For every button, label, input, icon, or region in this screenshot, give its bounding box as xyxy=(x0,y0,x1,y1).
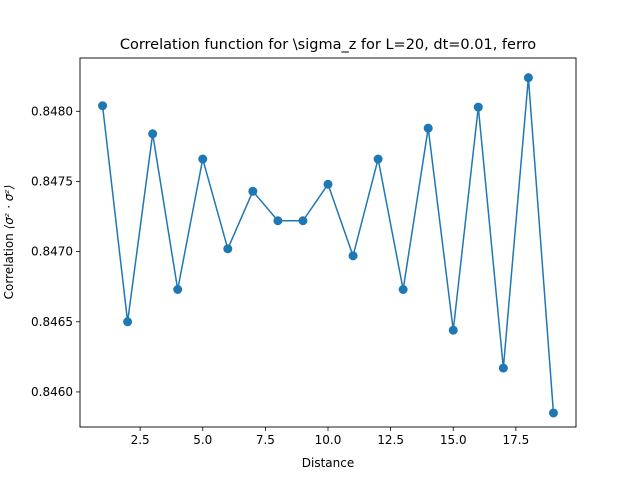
x-tick-label: 15.0 xyxy=(440,433,467,447)
data-point xyxy=(98,101,108,111)
data-point xyxy=(523,73,533,83)
plot-area xyxy=(98,73,558,418)
data-point xyxy=(548,408,558,418)
data-point xyxy=(498,363,508,373)
data-point xyxy=(348,251,358,261)
data-point xyxy=(473,102,483,112)
data-point xyxy=(448,325,458,335)
data-point xyxy=(398,285,408,294)
y-axis-label: Correlation ⟨σᶻ · σᶻ⟩ xyxy=(2,185,16,300)
x-tick-label: 17.5 xyxy=(503,433,530,447)
data-point xyxy=(323,179,333,189)
y-axis-label-math: ⟨σᶻ · σᶻ⟩ xyxy=(2,185,16,230)
data-point xyxy=(123,317,133,327)
x-axis-label: Distance xyxy=(302,456,354,470)
data-point xyxy=(173,285,183,294)
x-tick-label: 5.0 xyxy=(193,433,212,447)
data-point xyxy=(248,186,258,196)
x-tick-label: 10.0 xyxy=(315,433,342,447)
data-point xyxy=(373,154,383,164)
y-tick-label: 0.8465 xyxy=(31,315,73,329)
data-point xyxy=(423,123,433,133)
y-tick-label: 0.8470 xyxy=(31,245,73,259)
data-point xyxy=(148,129,158,139)
y-tick-label: 0.8460 xyxy=(31,385,73,399)
y-tick-label: 0.8480 xyxy=(31,104,73,118)
y-axis-label-text: Correlation xyxy=(2,229,16,299)
y-tick-label: 0.8475 xyxy=(31,174,73,188)
y-axis: 0.8460 0.8465 0.8470 0.8475 0.8480 xyxy=(31,104,80,399)
x-tick-label: 7.5 xyxy=(256,433,275,447)
data-point xyxy=(198,154,208,164)
data-point xyxy=(298,216,308,226)
data-point xyxy=(223,244,233,254)
chart-title: Correlation function for \sigma_z for L=… xyxy=(120,37,536,53)
x-tick-label: 2.5 xyxy=(131,433,150,447)
data-point xyxy=(273,216,283,226)
x-axis: 2.5 5.0 7.5 10.0 12.5 15.0 17.5 xyxy=(131,427,530,447)
x-tick-label: 12.5 xyxy=(377,433,404,447)
